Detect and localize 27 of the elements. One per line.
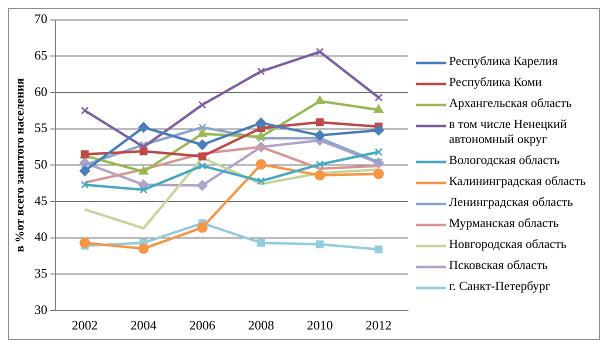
y-tick-label: 40 bbox=[34, 229, 48, 244]
x-tick-label: 2008 bbox=[248, 318, 274, 333]
legend-label: Республика Коми bbox=[449, 75, 542, 90]
legend-label: в том числе Ненецкий автономный округ bbox=[449, 117, 568, 147]
y-tick-label: 45 bbox=[34, 192, 48, 208]
y-tick-label: 30 bbox=[34, 302, 48, 317]
y-tick-label: 35 bbox=[34, 265, 48, 280]
legend-label: Псковская область bbox=[449, 258, 548, 273]
y-tick-label: 55 bbox=[34, 120, 48, 136]
y-tick-label: 70 bbox=[34, 11, 48, 26]
legend-label: Вологодская область bbox=[449, 153, 560, 168]
legend-label: Республика Карелия bbox=[449, 54, 558, 69]
legend-label: г. Санкт-Петербург bbox=[449, 279, 550, 294]
y-tick-label: 50 bbox=[34, 156, 48, 172]
y-axis-title: в %от всего занятого населения bbox=[12, 78, 26, 252]
x-tick-label: 2002 bbox=[72, 318, 98, 333]
x-tick-label: 2004 bbox=[130, 318, 158, 333]
legend-label: Архангельская область bbox=[449, 96, 572, 111]
x-tick-label: 2006 bbox=[189, 318, 216, 333]
x-tick-label: 2010 bbox=[306, 318, 333, 333]
legend-label: Новгородская область bbox=[449, 237, 566, 252]
legend-label: Мурманская область bbox=[449, 216, 559, 231]
y-tick-label: 60 bbox=[34, 84, 48, 99]
legend-label: Ленинградская область bbox=[449, 195, 573, 210]
x-tick-label: 2012 bbox=[366, 318, 392, 333]
y-tick-label: 65 bbox=[34, 48, 48, 63]
legend-label: Калининградская область bbox=[449, 174, 586, 189]
